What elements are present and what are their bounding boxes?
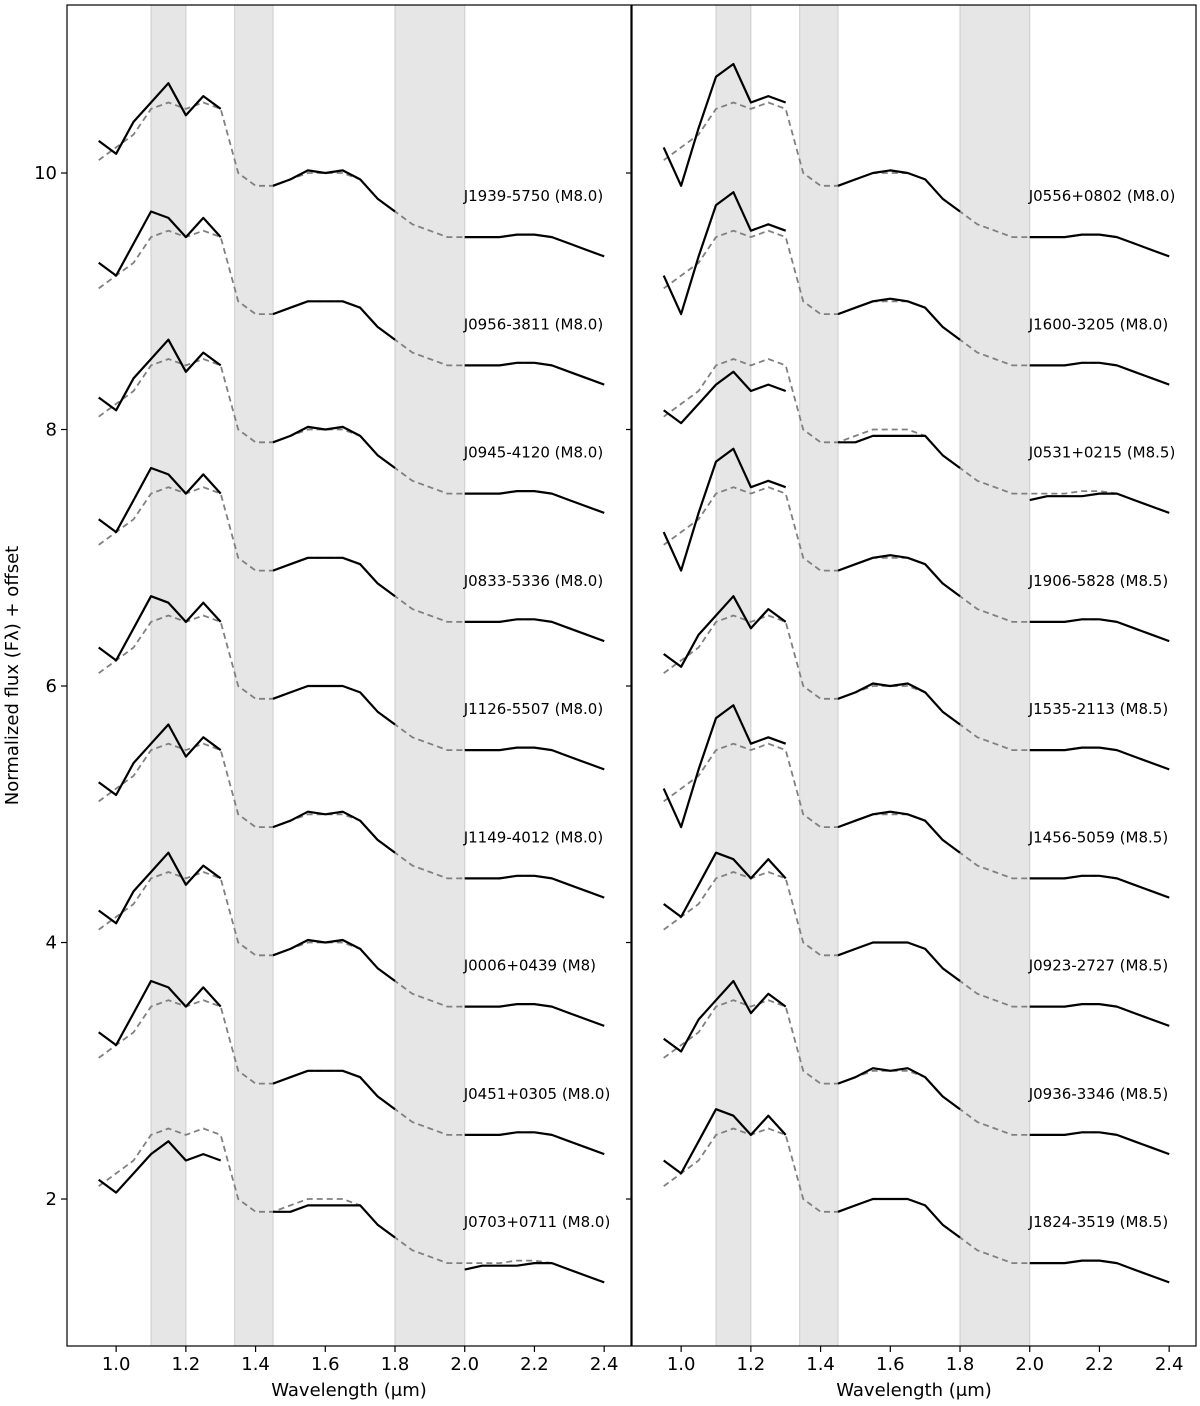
x-tick-label: 1.6 bbox=[311, 1354, 340, 1375]
shaded-band bbox=[150, 4, 187, 1347]
spectrum-label: J1824-3519 (M8.5) bbox=[1028, 1213, 1168, 1231]
y-tick-label: 8 bbox=[46, 420, 57, 441]
spectrum-label: J1906-5828 (M8.5) bbox=[1028, 572, 1168, 590]
axes-frame bbox=[631, 4, 1197, 1347]
observed-spectrum bbox=[663, 979, 1170, 1156]
spectrum-label: J0531+0215 (M8.5) bbox=[1028, 444, 1176, 462]
template-spectrum bbox=[98, 1127, 605, 1284]
spectrum-label: J1535-2113 (M8.5) bbox=[1028, 700, 1168, 718]
observed-spectrum bbox=[98, 595, 605, 771]
x-tick-label: 1.8 bbox=[381, 1354, 410, 1375]
x-axis-label: Wavelength (μm) bbox=[836, 1380, 992, 1401]
observed-spectrum bbox=[98, 466, 605, 643]
y-tick-label: 6 bbox=[46, 676, 57, 697]
x-tick-label: 1.6 bbox=[876, 1354, 905, 1375]
shaded-band bbox=[799, 4, 839, 1347]
x-tick-label: 2.4 bbox=[590, 1354, 619, 1375]
spectrum-label: J0006+0439 (M8) bbox=[463, 957, 596, 975]
y-axis-label: Normalized flux (Fλ) + offset bbox=[2, 546, 23, 805]
observed-spectrum bbox=[98, 723, 605, 899]
spectrum-label: J1126-5507 (M8.0) bbox=[463, 700, 603, 718]
spectrum-label: J1149-4012 (M8.0) bbox=[463, 828, 603, 846]
spectrum-label: J0833-5336 (M8.0) bbox=[463, 572, 603, 590]
x-tick-label: 1.2 bbox=[172, 1354, 201, 1375]
x-tick-label: 2.4 bbox=[1155, 1354, 1184, 1375]
panel: J1939-5750 (M8.0) J0956-3811 (M8.0) J0945-… bbox=[2, 4, 632, 1401]
template-spectrum bbox=[663, 358, 1170, 514]
y-tick-label: 2 bbox=[46, 1189, 57, 1210]
spectrum-label: J1456-5059 (M8.5) bbox=[1028, 828, 1168, 846]
observed-spectrum bbox=[98, 1140, 605, 1284]
x-tick-label: 1.4 bbox=[241, 1354, 270, 1375]
x-tick-label: 1.2 bbox=[737, 1354, 766, 1375]
y-tick-label: 4 bbox=[46, 933, 57, 954]
y-tick-label: 10 bbox=[34, 163, 57, 184]
x-tick-label: 2.0 bbox=[1015, 1354, 1044, 1375]
observed-spectrum bbox=[98, 82, 605, 258]
spectrum-label: J0936-3346 (M8.5) bbox=[1028, 1085, 1168, 1103]
spectrum-label: J0945-4120 (M8.0) bbox=[463, 444, 603, 462]
observed-spectrum bbox=[663, 851, 1170, 1027]
spectrum-label: J0703+0711 (M8.0) bbox=[463, 1213, 611, 1231]
spectrum-label: J0556+0802 (M8.0) bbox=[1028, 187, 1176, 205]
x-tick-label: 1.0 bbox=[102, 1354, 131, 1375]
observed-spectrum bbox=[98, 338, 605, 514]
observed-spectrum bbox=[662, 62, 1170, 258]
shaded-band bbox=[394, 4, 466, 1347]
spectrum-label: J0956-3811 (M8.0) bbox=[463, 315, 603, 333]
observed-spectrum bbox=[662, 704, 1170, 899]
observed-spectrum bbox=[98, 851, 605, 1027]
x-tick-label: 2.0 bbox=[450, 1354, 479, 1375]
shaded-band bbox=[234, 4, 274, 1347]
observed-spectrum bbox=[663, 595, 1170, 771]
spectrum-label: J1600-3205 (M8.0) bbox=[1028, 315, 1168, 333]
panel: J0556+0802 (M8.0) J1600-3205 (M8.0) J0531+… bbox=[626, 4, 1197, 1401]
spectrum-label: J1939-5750 (M8.0) bbox=[463, 187, 603, 205]
observed-spectrum bbox=[662, 191, 1170, 386]
observed-spectrum bbox=[662, 447, 1170, 643]
spectrum-label: J0451+0305 (M8.0) bbox=[463, 1085, 611, 1103]
spectrum-label: J0923-2727 (M8.5) bbox=[1028, 957, 1168, 975]
x-tick-label: 1.8 bbox=[946, 1354, 975, 1375]
x-tick-label: 1.4 bbox=[806, 1354, 835, 1375]
observed-spectrum bbox=[98, 210, 605, 386]
axes-frame bbox=[66, 4, 632, 1347]
x-tick-label: 2.2 bbox=[520, 1354, 549, 1375]
x-tick-label: 1.0 bbox=[667, 1354, 696, 1375]
shaded-band bbox=[715, 4, 752, 1347]
shaded-band bbox=[959, 4, 1031, 1347]
observed-spectrum bbox=[663, 370, 1170, 514]
x-axis-label: Wavelength (μm) bbox=[271, 1380, 427, 1401]
observed-spectrum bbox=[663, 1108, 1170, 1284]
x-tick-label: 2.2 bbox=[1085, 1354, 1114, 1375]
observed-spectrum bbox=[98, 979, 605, 1156]
